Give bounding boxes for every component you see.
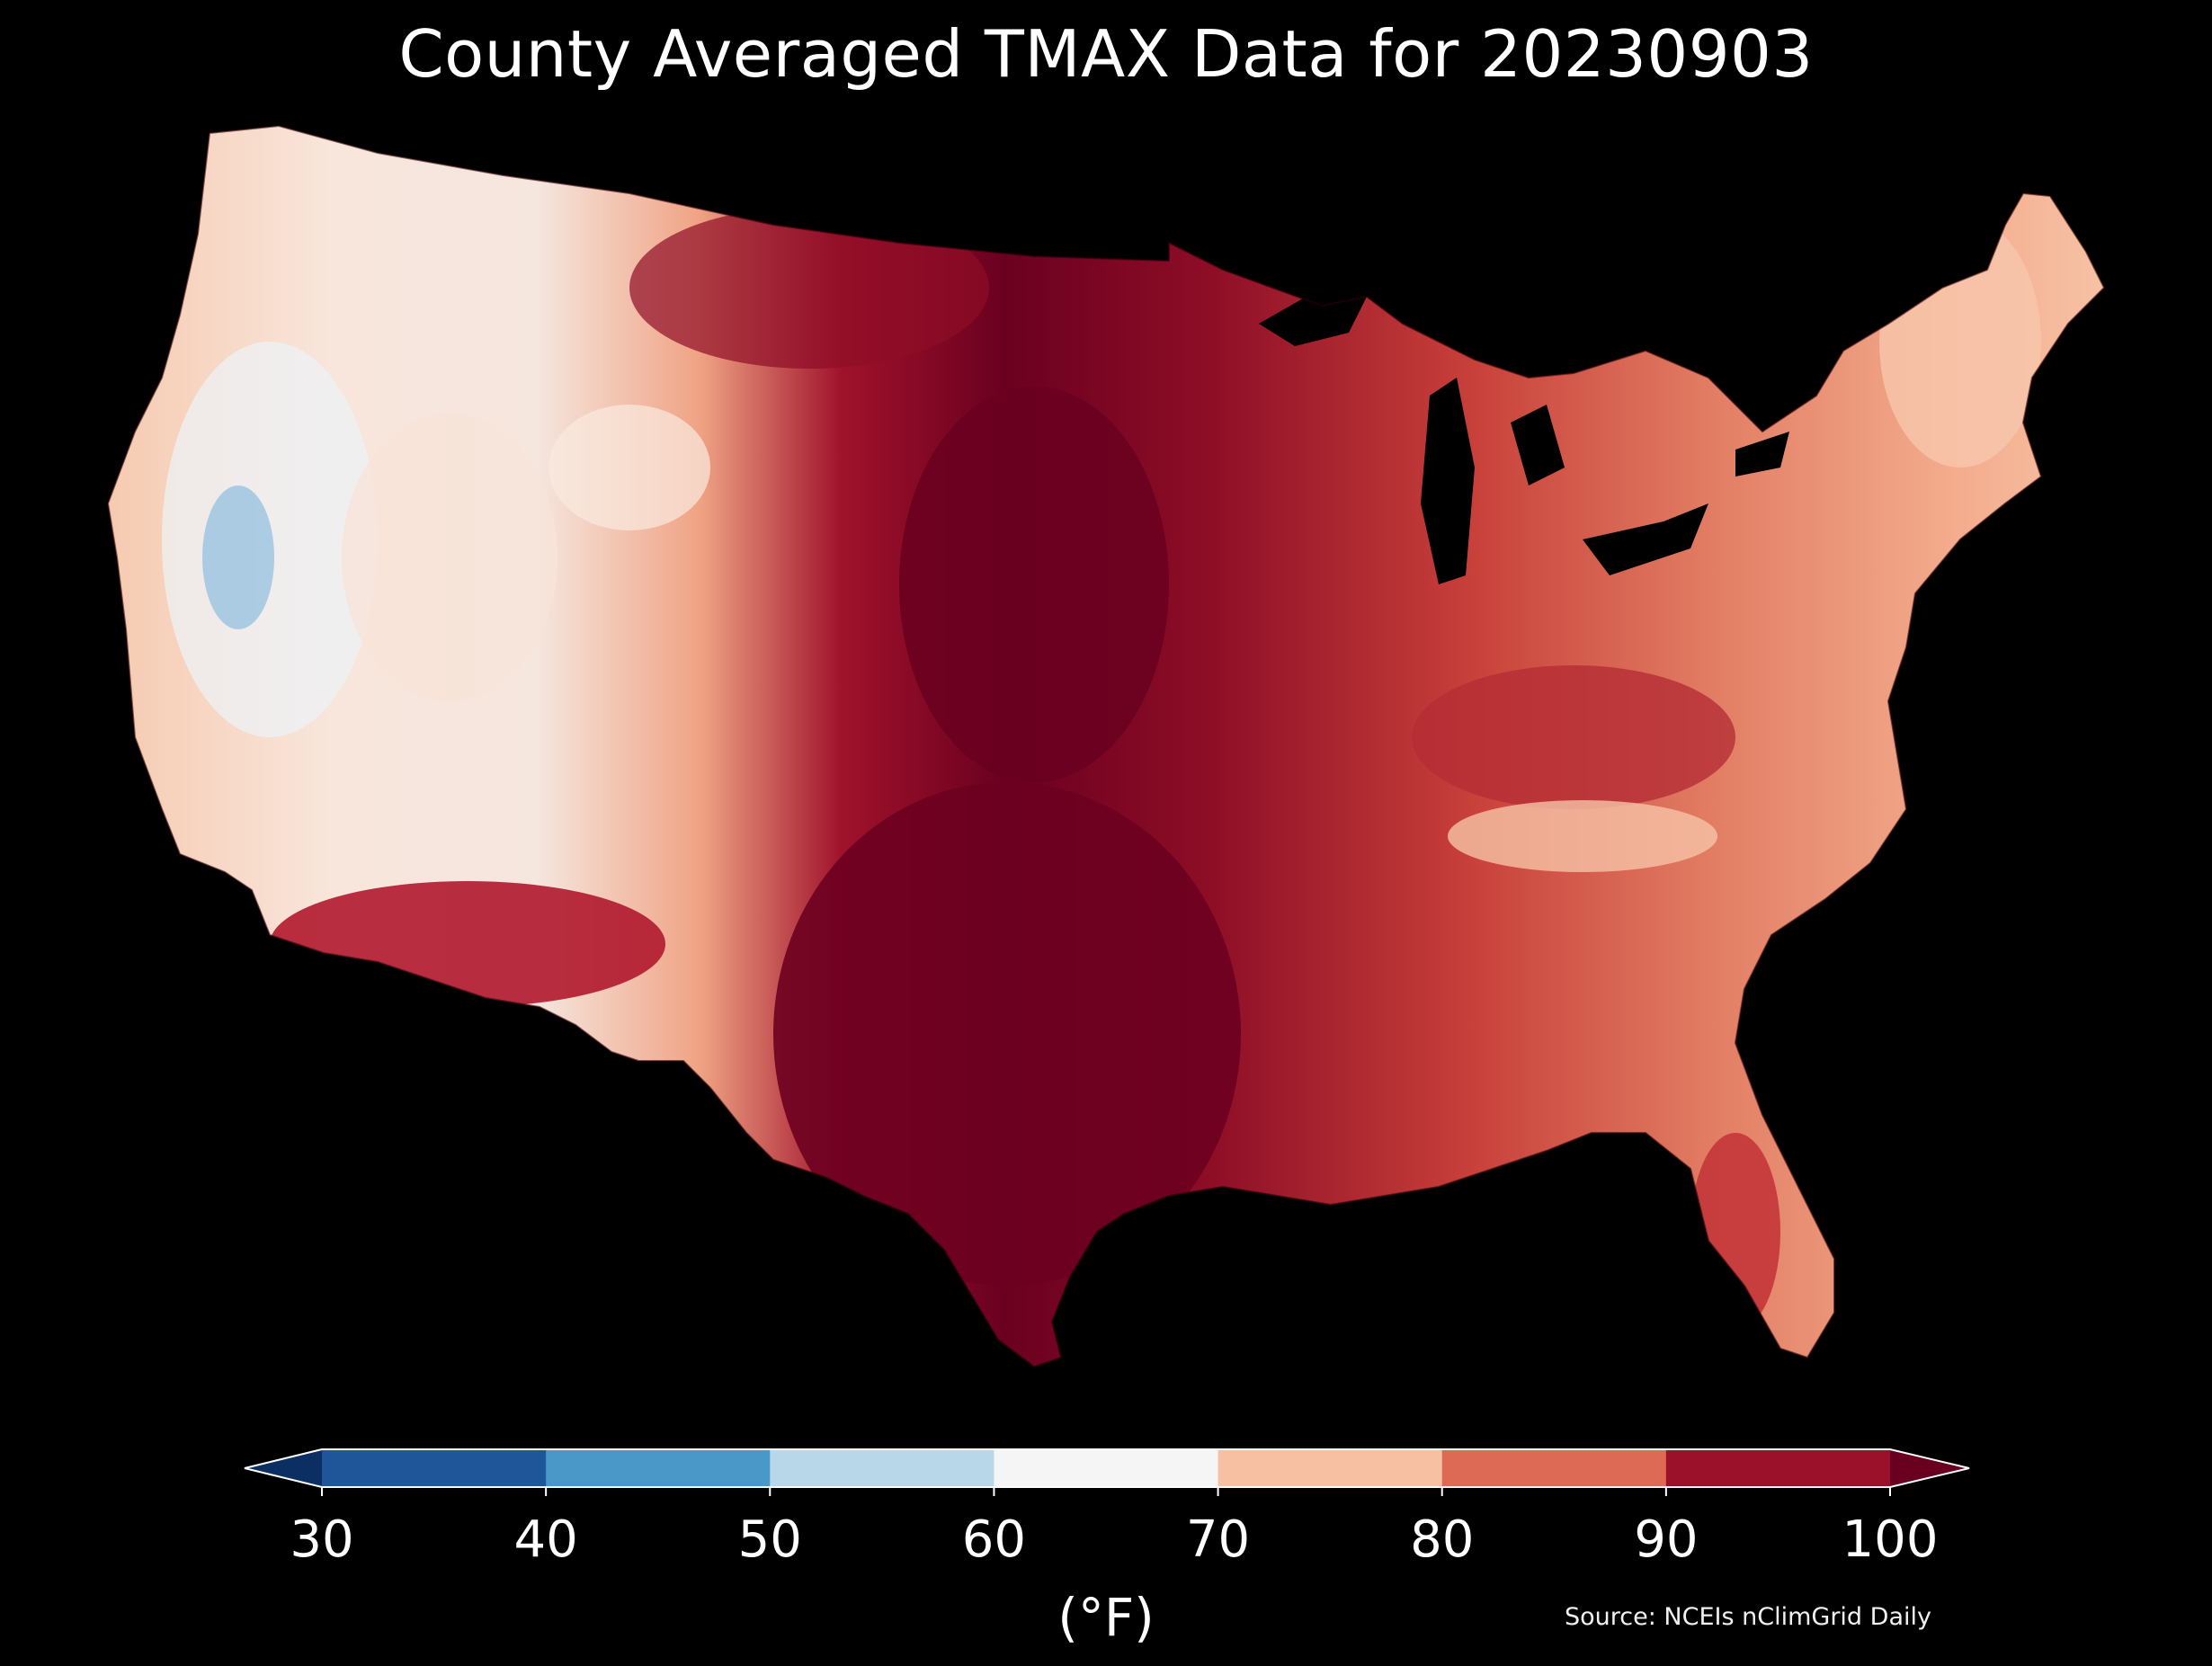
colorbar-bin	[770, 1449, 995, 1487]
colorbar-tick-label: 40	[513, 1510, 578, 1569]
colorbar-tick-label: 80	[1410, 1510, 1475, 1569]
map-title: County Averaged TMAX Data for 20230903	[398, 16, 1814, 92]
colorbar-unit: (°F)	[1057, 1587, 1155, 1648]
colorbar-tick-label: 60	[961, 1510, 1027, 1569]
colorbar-tick-label: 100	[1842, 1510, 1939, 1569]
colorbar-tick-label: 70	[1185, 1510, 1251, 1569]
colorbar-bin	[1665, 1449, 1891, 1487]
colorbar-bin	[322, 1449, 547, 1487]
colorbar-tick-label: 30	[290, 1510, 354, 1569]
colorbar-bin	[546, 1449, 771, 1487]
colorbar-tick-label: 50	[737, 1510, 802, 1569]
source-note: Source: NCEIs nClimGrid Daily	[1565, 1603, 1931, 1631]
colorbar-extend-low	[245, 1449, 322, 1487]
colorbar-tick-label: 90	[1634, 1510, 1699, 1569]
colorbar-bin	[1441, 1449, 1667, 1487]
colorbar-extend-high	[1890, 1449, 1969, 1487]
colorbar-bin	[994, 1449, 1219, 1487]
colorbar-bin	[1217, 1449, 1443, 1487]
